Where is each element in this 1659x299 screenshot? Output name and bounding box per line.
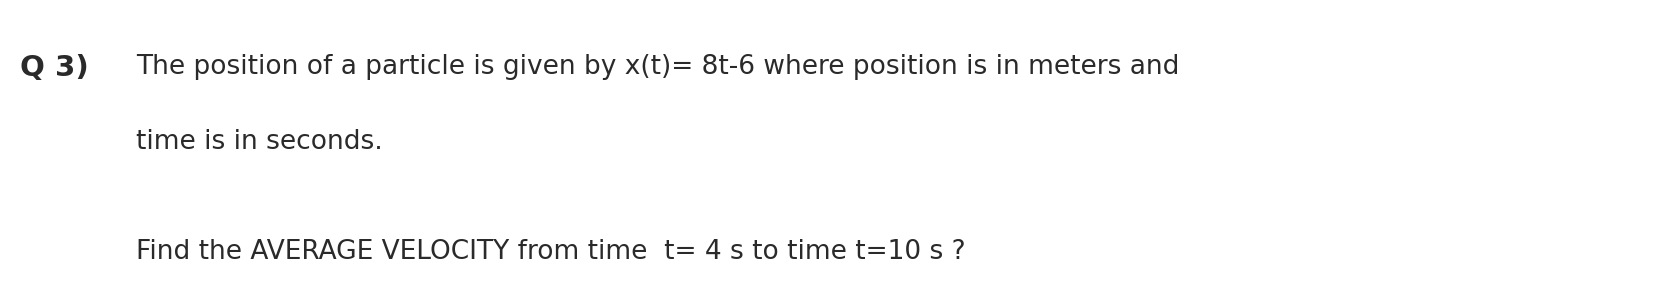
Text: Q 3): Q 3) bbox=[20, 54, 88, 82]
Text: Find the AVERAGE VELOCITY from time  t= 4 s to time t=10 s ?: Find the AVERAGE VELOCITY from time t= 4… bbox=[136, 239, 966, 265]
Text: time is in seconds.: time is in seconds. bbox=[136, 129, 383, 155]
Text: The position of a particle is given by x(t)= 8t-6 where position is in meters an: The position of a particle is given by x… bbox=[136, 54, 1180, 80]
